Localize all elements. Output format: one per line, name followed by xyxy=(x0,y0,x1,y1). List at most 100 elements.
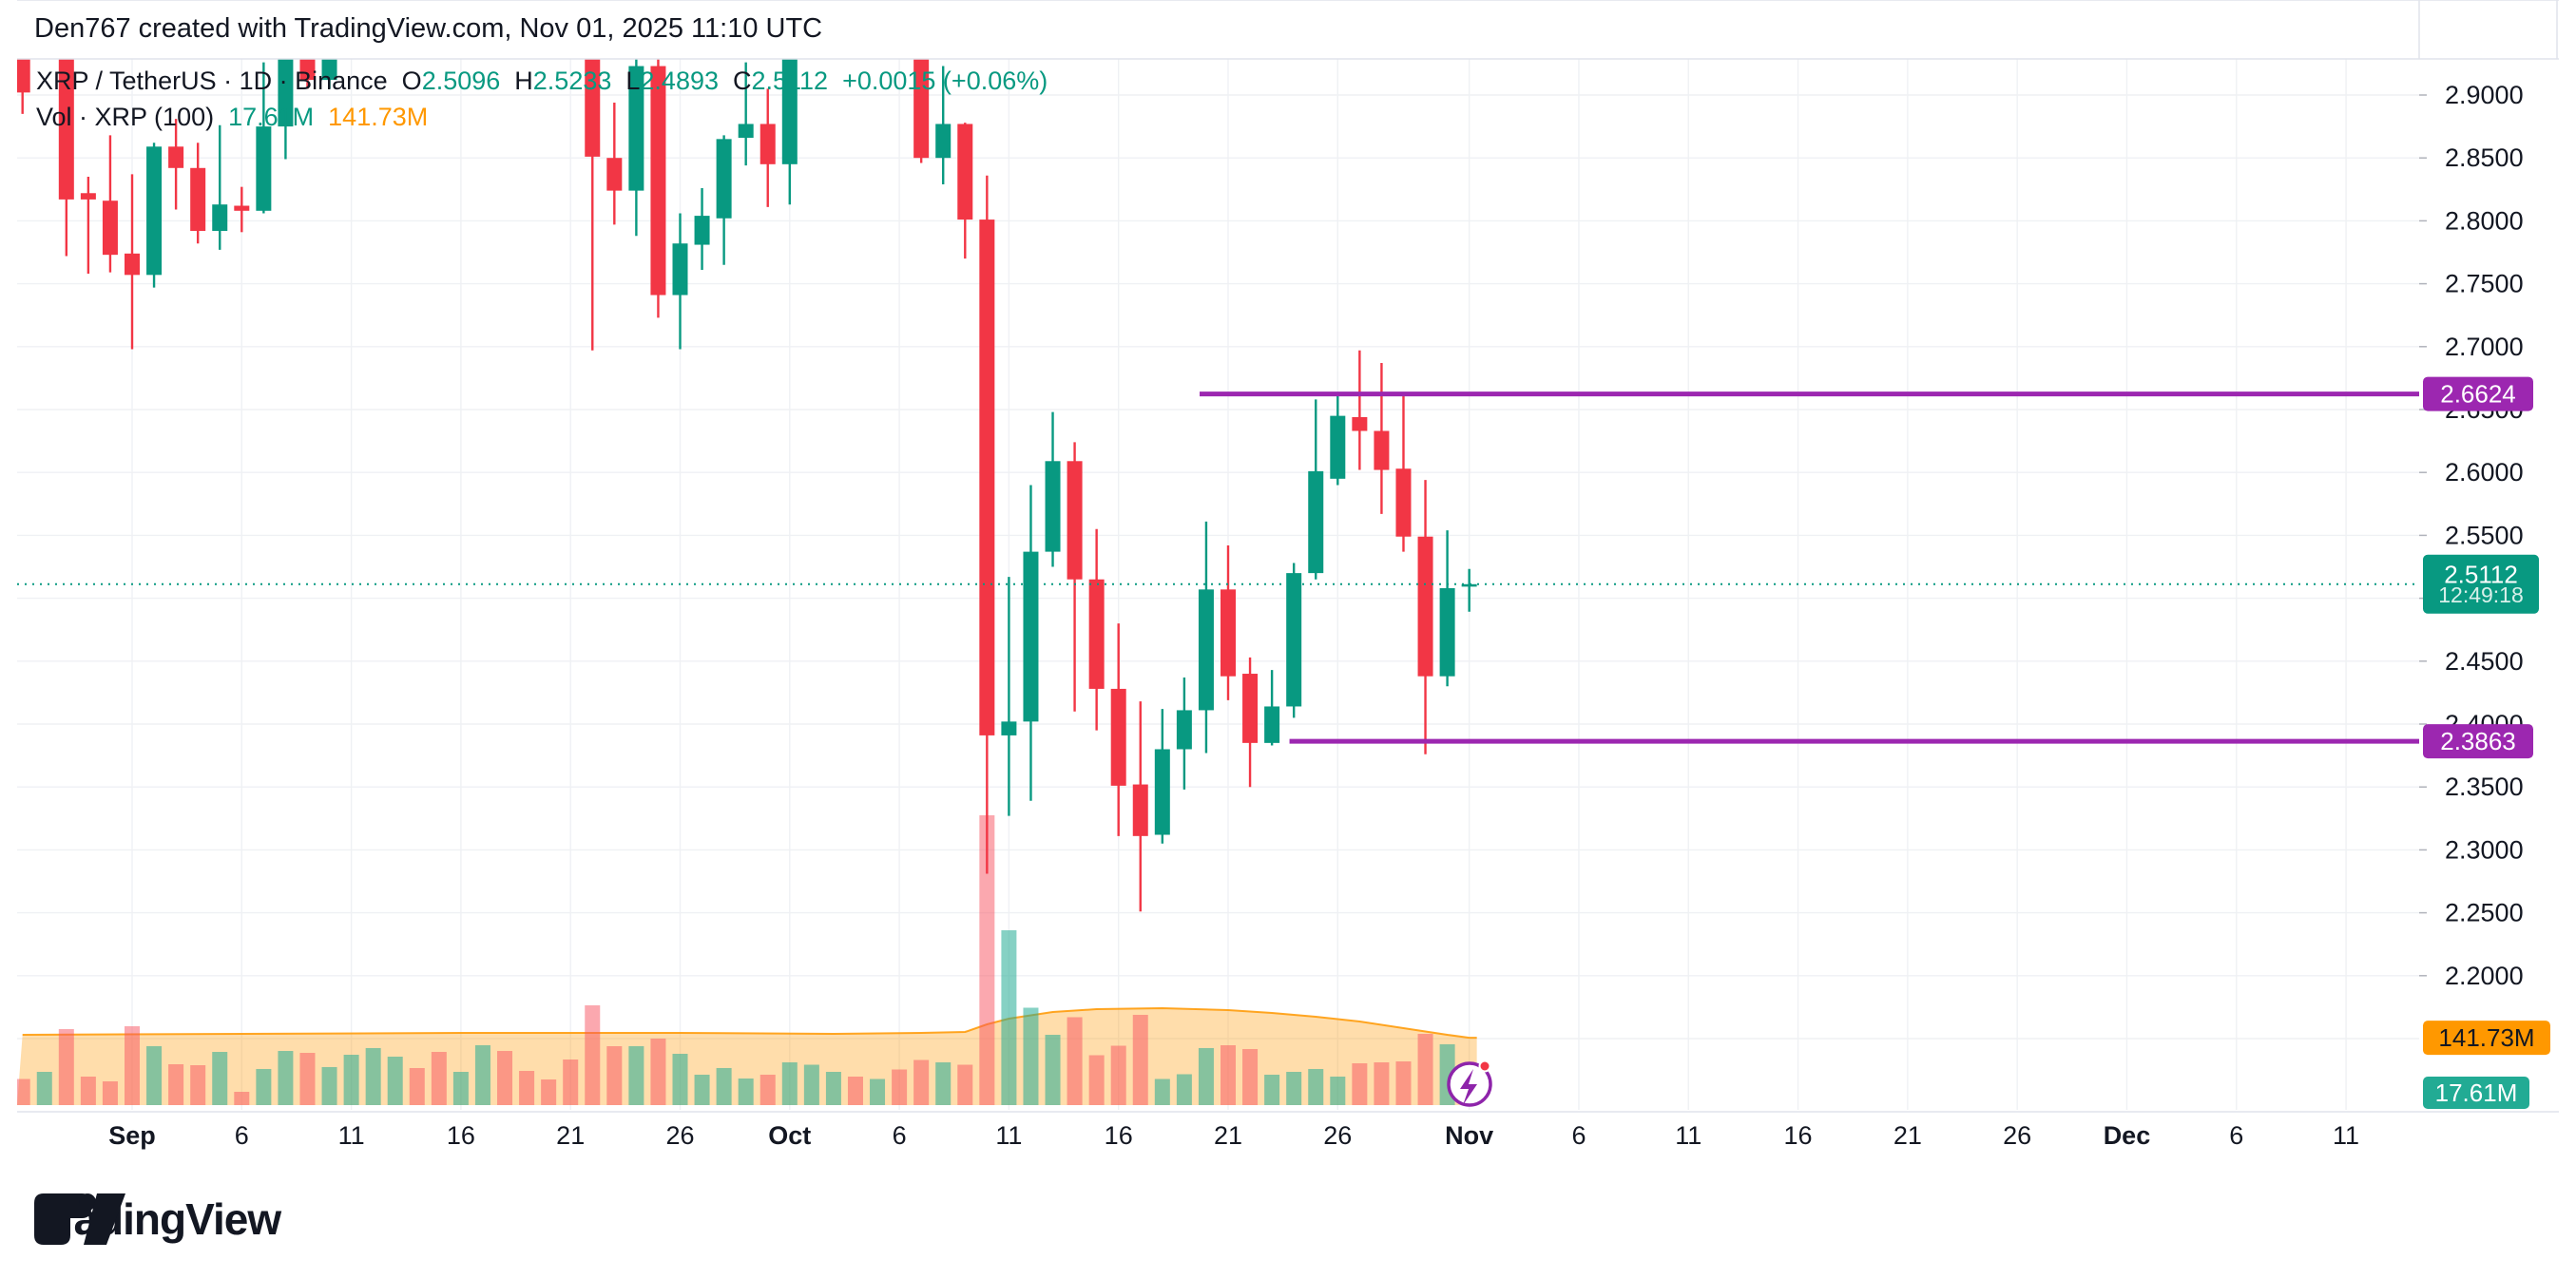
time-tick-label: Nov xyxy=(1445,1121,1493,1150)
axis-badge-text: 2.5112 xyxy=(2444,560,2518,588)
price-tick-label: 2.2500 xyxy=(2445,899,2524,927)
volume-bar xyxy=(825,1072,841,1105)
volume-bar xyxy=(892,1069,908,1105)
volume-bar xyxy=(474,1045,490,1105)
volume-bar xyxy=(1286,1072,1302,1105)
time-axis[interactable]: Sep 6 11 16 21 26 Oct 6 11 16 21 26 Nov 6 11 16 21 26 Dec 6… xyxy=(108,1121,2359,1150)
volume-bar xyxy=(409,1068,425,1105)
chart-plot-area[interactable] xyxy=(15,0,2419,1112)
time-tick-label: 6 xyxy=(2229,1121,2243,1150)
price-tick-label: 2.7500 xyxy=(2445,270,2524,298)
time-tick-label: 6 xyxy=(235,1121,249,1150)
symbol-title: XRP / TetherUS · 1D · Binance xyxy=(36,67,388,95)
volume-bar xyxy=(1264,1075,1280,1105)
lightning-icon xyxy=(1447,1059,1492,1107)
volume-label: Vol · XRP (100) xyxy=(36,103,215,131)
candle-body xyxy=(321,59,337,81)
candle-body xyxy=(716,139,732,219)
price-tick-label: 2.3500 xyxy=(2445,773,2524,801)
candle-body xyxy=(935,124,952,159)
candle-body xyxy=(650,66,666,296)
volume-bar xyxy=(431,1052,447,1105)
candle-body xyxy=(234,205,250,211)
price-tick-label: 2.4500 xyxy=(2445,647,2524,676)
candle-body xyxy=(1395,468,1412,537)
symbol-legend: XRP / TetherUS · 1D · Binance O2.5096 H2… xyxy=(36,67,1048,96)
candle-body xyxy=(1264,706,1280,743)
candle-body xyxy=(585,59,601,157)
volume-bar xyxy=(1023,1007,1039,1105)
candle-body xyxy=(804,0,819,10)
candle-body xyxy=(1023,551,1039,722)
candle-body xyxy=(212,204,228,231)
candle-body xyxy=(1154,749,1170,835)
candle-body xyxy=(1417,536,1433,677)
volume-bar xyxy=(1110,1045,1126,1105)
candle-body xyxy=(1045,461,1061,552)
volume-bar xyxy=(1045,1035,1061,1105)
time-tick-label: Dec xyxy=(2104,1121,2151,1150)
axis-badge-text: 141.73M xyxy=(2438,1023,2534,1052)
time-tick-label: 26 xyxy=(665,1121,694,1150)
volume-bar xyxy=(803,1064,819,1105)
axis-badge-text: 12:49:18 xyxy=(2438,582,2524,607)
volume-bar xyxy=(979,815,995,1105)
volume-bar xyxy=(1154,1079,1170,1105)
candle-body xyxy=(1088,579,1105,689)
price-tick-label: 2.2000 xyxy=(2445,962,2524,990)
low-value: L2.4893 xyxy=(625,67,719,95)
volume-bar xyxy=(146,1046,163,1105)
volume-bar xyxy=(1242,1049,1259,1105)
volume-bar xyxy=(256,1069,272,1105)
price-tick-label: 2.6000 xyxy=(2445,458,2524,487)
time-tick-label: 16 xyxy=(447,1121,475,1150)
candle-body xyxy=(1461,583,1477,587)
volume-bar xyxy=(913,1059,930,1105)
volume-bar xyxy=(847,1077,863,1105)
time-tick-label: 11 xyxy=(1675,1121,1701,1150)
volume-bar xyxy=(519,1071,535,1105)
axis-badge-text: 2.3863 xyxy=(2440,727,2516,755)
candle-body xyxy=(563,1,578,17)
volume-bar xyxy=(1132,1015,1148,1105)
time-tick-label: 16 xyxy=(1105,1121,1133,1150)
grid-layer xyxy=(17,59,2419,1110)
candle-body xyxy=(17,59,30,93)
volume-bar xyxy=(1330,1077,1346,1105)
volume-bar xyxy=(1352,1063,1368,1105)
volume-bar xyxy=(1374,1062,1390,1105)
time-tick-label: Sep xyxy=(108,1121,156,1150)
candle-body xyxy=(1439,588,1455,677)
volume-bar xyxy=(125,1026,140,1105)
volume-bar xyxy=(387,1057,403,1105)
change-value: +0.0015 (+0.06%) xyxy=(842,67,1048,95)
price-axis[interactable]: 2.90002.85002.80002.75002.70002.65002.60… xyxy=(2419,81,2524,990)
candle-body xyxy=(672,243,688,296)
candle-body xyxy=(781,59,798,164)
volume-bar xyxy=(759,1075,776,1105)
volume-bar xyxy=(1395,1061,1412,1105)
volume-bar xyxy=(1067,1017,1083,1105)
volume-bar xyxy=(190,1065,206,1105)
volume-legend: Vol · XRP (100) 17.61M 141.73M xyxy=(36,103,428,132)
price-tick-label: 2.5500 xyxy=(2445,521,2524,549)
volume-bar xyxy=(738,1079,754,1105)
volume-bar xyxy=(36,1072,52,1105)
high-value: H2.5233 xyxy=(514,67,612,95)
candle-body xyxy=(979,220,995,735)
candle-body xyxy=(1067,461,1083,580)
candle-body xyxy=(1132,784,1148,836)
candle-body xyxy=(1242,674,1259,743)
volume-bar xyxy=(1001,930,1017,1105)
candles-layer xyxy=(17,0,1477,912)
candle-body xyxy=(256,126,272,211)
candle-body xyxy=(1198,589,1214,711)
candle-body xyxy=(102,200,118,256)
candle-body xyxy=(759,124,776,164)
volume-bar xyxy=(1417,1034,1433,1105)
volume-bar xyxy=(212,1052,228,1105)
volume-bar xyxy=(957,1064,973,1105)
